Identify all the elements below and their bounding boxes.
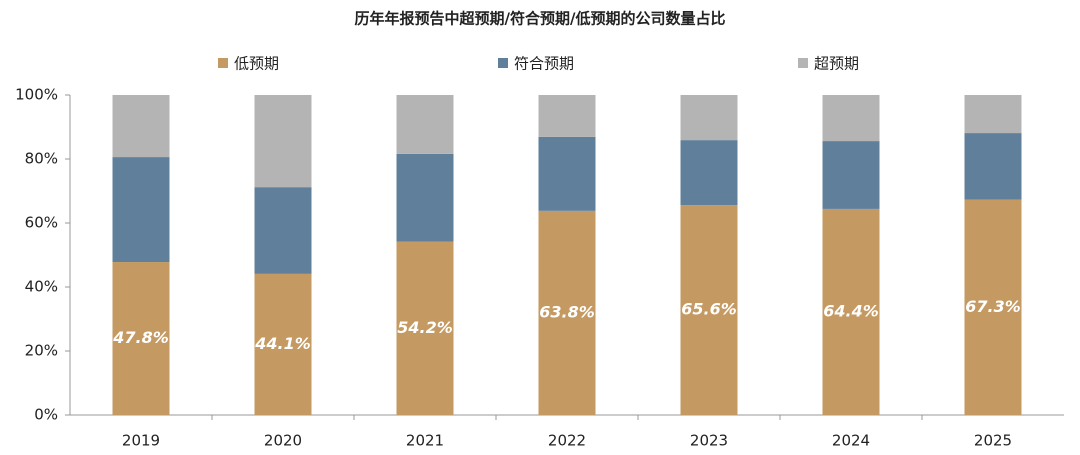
y-tick-label: 0% bbox=[34, 406, 58, 424]
data-label: 64.4% bbox=[823, 301, 879, 320]
bar-segment bbox=[964, 199, 1022, 415]
legend-swatch bbox=[498, 58, 508, 68]
bar-segment bbox=[964, 133, 1022, 200]
legend-swatch bbox=[218, 58, 228, 68]
data-label: 65.6% bbox=[681, 300, 737, 319]
bar-segment bbox=[112, 262, 170, 415]
bar-segment bbox=[254, 273, 312, 415]
chart-title: 历年年报预告中超预期/符合预期/低预期的公司数量占比 bbox=[355, 10, 726, 28]
bar-segment bbox=[964, 95, 1022, 134]
bar-segment bbox=[254, 95, 312, 188]
legend-label: 超预期 bbox=[814, 55, 859, 73]
data-label: 47.8% bbox=[112, 328, 169, 347]
bar-segment bbox=[822, 141, 880, 209]
bar-segment bbox=[680, 205, 738, 415]
bar-segment bbox=[396, 95, 454, 154]
data-label: 67.3% bbox=[965, 297, 1021, 316]
bar-segment bbox=[538, 95, 596, 137]
y-tick-label: 100% bbox=[15, 86, 58, 104]
bar-segment bbox=[396, 241, 454, 415]
bar-segment bbox=[112, 157, 170, 263]
x-tick-label: 2019 bbox=[122, 432, 160, 450]
legend-label: 低预期 bbox=[234, 55, 279, 73]
data-label: 54.2% bbox=[397, 318, 453, 337]
bar-segment bbox=[538, 136, 596, 211]
y-tick-label: 80% bbox=[25, 150, 58, 168]
y-tick-label: 40% bbox=[25, 278, 58, 296]
bar-segment bbox=[680, 95, 738, 141]
data-label: 44.1% bbox=[254, 334, 311, 353]
bar-segment bbox=[112, 95, 170, 158]
legend-swatch bbox=[798, 58, 808, 68]
bar-segment bbox=[822, 208, 880, 415]
bar-segment bbox=[254, 187, 312, 274]
bar-segment bbox=[822, 95, 880, 142]
data-label: 63.8% bbox=[539, 302, 595, 321]
x-tick-label: 2021 bbox=[406, 432, 444, 450]
x-tick-label: 2022 bbox=[548, 432, 586, 450]
x-tick-label: 2020 bbox=[264, 432, 302, 450]
bar-segment bbox=[396, 153, 454, 242]
x-tick-label: 2024 bbox=[832, 432, 870, 450]
x-tick-label: 2023 bbox=[690, 432, 728, 450]
y-tick-label: 20% bbox=[25, 342, 58, 360]
bar-segment bbox=[680, 140, 738, 206]
bar-segment bbox=[538, 210, 596, 415]
legend-label: 符合预期 bbox=[514, 55, 574, 73]
y-tick-label: 60% bbox=[25, 214, 58, 232]
x-tick-label: 2025 bbox=[974, 432, 1012, 450]
